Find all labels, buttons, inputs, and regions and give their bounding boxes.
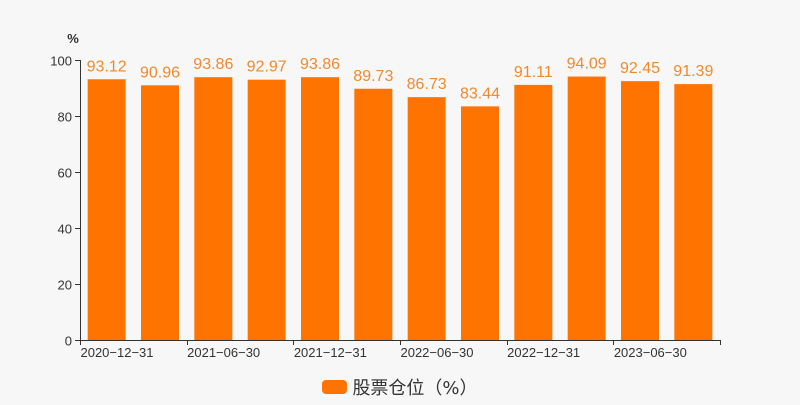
bar-value-label: 94.09: [567, 56, 607, 73]
bar-value-label: 93.86: [300, 56, 340, 73]
bar[interactable]: [247, 79, 286, 341]
x-tick-label: 2023−06−30: [614, 345, 687, 360]
y-tick-label: 40: [58, 222, 72, 237]
x-tick-label: 2021−06−30: [187, 345, 260, 360]
bar-value-label: 92.97: [247, 59, 287, 76]
bar-value-label: 93.12: [87, 58, 127, 75]
bar-value-label: 91.39: [673, 63, 713, 80]
bar[interactable]: [514, 84, 553, 340]
bar-value-label: 92.45: [620, 60, 660, 77]
bar[interactable]: [354, 88, 393, 340]
bar[interactable]: [194, 77, 233, 340]
bar[interactable]: [567, 76, 606, 340]
bar[interactable]: [301, 77, 339, 340]
bar-value-label: 83.44: [460, 85, 500, 102]
x-tick-label: 2020−12−31: [80, 345, 153, 360]
bar-value-label: 91.11: [514, 64, 553, 81]
bar-value-label: 86.73: [407, 76, 447, 93]
legend-swatch: [322, 380, 348, 394]
legend[interactable]: 股票仓位（%）: [0, 374, 800, 400]
y-tick-label: 20: [58, 278, 72, 293]
bar[interactable]: [674, 84, 713, 340]
y-tick-label: 0: [65, 334, 72, 349]
x-tick-label: 2021−12−31: [294, 345, 367, 360]
bar[interactable]: [621, 81, 659, 340]
y-tick-label: 80: [58, 110, 72, 125]
x-tick-label: 2022−12−31: [507, 345, 580, 360]
bar-value-label: 89.73: [353, 68, 393, 85]
bar[interactable]: [87, 79, 126, 340]
legend-label: 股票仓位（%）: [352, 378, 478, 399]
bar-value-label: 93.86: [193, 56, 233, 73]
y-tick-label: 60: [58, 166, 72, 181]
bar[interactable]: [407, 97, 446, 340]
y-tick-label: 100: [50, 54, 72, 69]
y-axis-unit-label: %: [67, 31, 79, 46]
x-tick-label: 2022−06−30: [400, 345, 473, 360]
bar[interactable]: [141, 85, 179, 340]
bar[interactable]: [461, 106, 499, 340]
bar-value-label: 90.96: [140, 64, 180, 81]
